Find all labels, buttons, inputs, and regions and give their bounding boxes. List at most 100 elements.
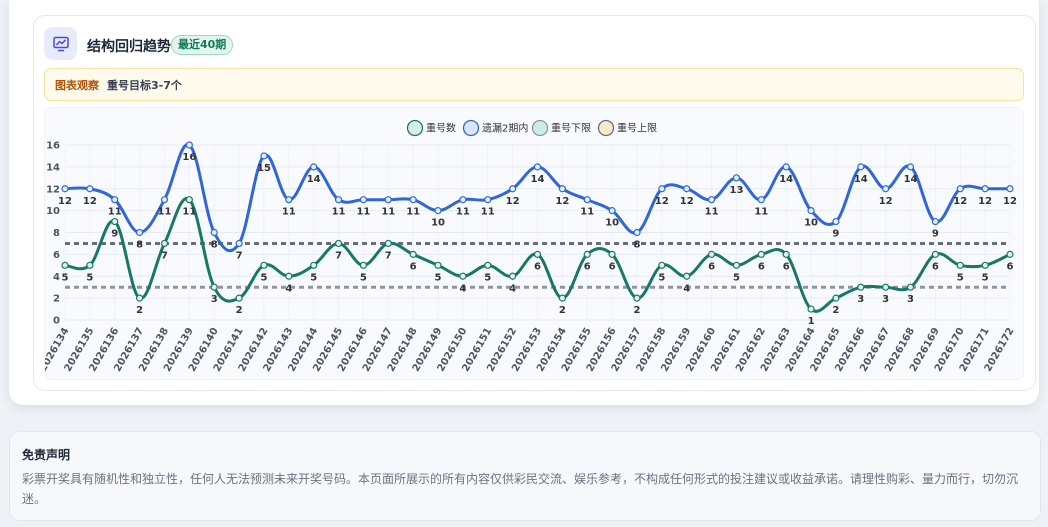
data-point bbox=[260, 261, 268, 269]
data-point bbox=[210, 283, 218, 291]
data-point bbox=[260, 152, 268, 160]
data-point bbox=[185, 196, 193, 204]
data-label: 7 bbox=[161, 250, 168, 261]
data-label: 7 bbox=[236, 250, 243, 261]
data-label: 12 bbox=[83, 196, 97, 207]
observation-text: 重号目标3-7个 bbox=[107, 79, 182, 92]
data-label: 14 bbox=[779, 174, 793, 185]
data-point bbox=[683, 272, 691, 280]
data-point bbox=[86, 185, 94, 193]
data-point bbox=[334, 196, 343, 204]
data-point bbox=[1006, 250, 1014, 258]
data-label: 7 bbox=[335, 250, 342, 261]
data-label: 3 bbox=[211, 294, 218, 305]
data-point bbox=[857, 163, 865, 171]
data-label: 10 bbox=[804, 218, 818, 229]
data-label: 12 bbox=[879, 196, 893, 207]
data-point bbox=[558, 294, 566, 302]
data-point bbox=[136, 294, 144, 302]
data-point bbox=[931, 250, 939, 258]
data-label: 6 bbox=[584, 261, 591, 272]
y-tick-label: 10 bbox=[46, 206, 60, 217]
data-label: 5 bbox=[260, 272, 267, 283]
data-label: 4 bbox=[285, 283, 292, 294]
data-point bbox=[558, 185, 566, 193]
data-label: 11 bbox=[356, 207, 370, 218]
data-point bbox=[409, 250, 417, 258]
data-label: 11 bbox=[182, 207, 196, 218]
data-point bbox=[807, 305, 815, 313]
data-label: 3 bbox=[907, 294, 914, 305]
data-label: 9 bbox=[832, 229, 839, 240]
data-point bbox=[136, 228, 144, 237]
data-point bbox=[409, 196, 417, 204]
data-label: 9 bbox=[111, 229, 118, 240]
data-point bbox=[608, 250, 616, 258]
data-point bbox=[832, 294, 840, 302]
data-point bbox=[434, 261, 442, 269]
data-point bbox=[111, 196, 119, 204]
data-point bbox=[583, 250, 591, 258]
chart-line-icon bbox=[44, 27, 77, 60]
trend-chart: 0246810121416202613420261352026136202613… bbox=[45, 119, 1017, 374]
data-label: 5 bbox=[982, 272, 989, 283]
data-label: 14 bbox=[854, 174, 868, 185]
data-label: 2 bbox=[236, 305, 243, 316]
data-point bbox=[1006, 185, 1014, 193]
data-point bbox=[533, 250, 542, 258]
data-label: 14 bbox=[904, 174, 918, 185]
y-tick-label: 2 bbox=[53, 294, 60, 305]
data-label: 11 bbox=[456, 207, 470, 218]
data-label: 8 bbox=[211, 240, 218, 251]
legend-label: 重号上限 bbox=[617, 122, 657, 135]
data-label: 5 bbox=[733, 272, 740, 283]
data-point bbox=[210, 228, 218, 237]
data-label: 2 bbox=[136, 305, 143, 316]
data-label: 11 bbox=[580, 207, 594, 218]
data-label: 11 bbox=[332, 207, 346, 218]
data-point bbox=[509, 185, 517, 193]
data-point bbox=[633, 294, 641, 302]
data-label: 11 bbox=[381, 207, 395, 218]
data-label: 6 bbox=[758, 261, 765, 272]
data-point bbox=[981, 185, 989, 193]
data-point bbox=[782, 163, 790, 171]
data-label: 12 bbox=[1003, 196, 1017, 207]
data-point bbox=[658, 261, 666, 269]
data-point bbox=[334, 239, 343, 248]
data-point bbox=[160, 239, 169, 248]
data-point bbox=[707, 250, 716, 258]
legend-marker bbox=[597, 119, 615, 137]
observation-label: 图表观察 bbox=[55, 79, 99, 92]
data-label: 10 bbox=[431, 218, 445, 229]
y-tick-label: 6 bbox=[53, 250, 60, 261]
data-point bbox=[86, 261, 94, 269]
data-label: 4 bbox=[683, 283, 690, 294]
data-point bbox=[757, 250, 765, 258]
legend-label: 遗漏2期内 bbox=[482, 122, 528, 135]
y-tick-label: 8 bbox=[53, 228, 60, 239]
data-label: 5 bbox=[62, 272, 69, 283]
data-point bbox=[807, 207, 815, 215]
y-tick-label: 0 bbox=[53, 316, 60, 327]
data-point bbox=[882, 185, 890, 193]
data-point bbox=[956, 261, 964, 269]
data-point bbox=[782, 250, 790, 258]
series-line-repeat bbox=[64, 197, 1011, 313]
data-label: 8 bbox=[633, 240, 640, 251]
data-label: 11 bbox=[108, 207, 122, 218]
data-point bbox=[931, 217, 939, 226]
data-point bbox=[434, 207, 442, 215]
data-label: 14 bbox=[307, 174, 321, 185]
data-label: 7 bbox=[385, 250, 392, 261]
data-point bbox=[707, 196, 716, 204]
data-point bbox=[956, 185, 964, 193]
data-label: 8 bbox=[136, 240, 143, 251]
trend-card: 结构回归趋势 最近40期 图表观察 重号目标3-7个 0 2 4 6 8 10 12 14 16… bbox=[33, 15, 1036, 391]
legend-marker bbox=[406, 119, 424, 137]
data-label: 14 bbox=[531, 174, 545, 185]
data-point bbox=[757, 196, 765, 204]
data-label: 6 bbox=[932, 261, 939, 272]
data-point bbox=[484, 196, 492, 204]
data-point bbox=[310, 261, 318, 269]
